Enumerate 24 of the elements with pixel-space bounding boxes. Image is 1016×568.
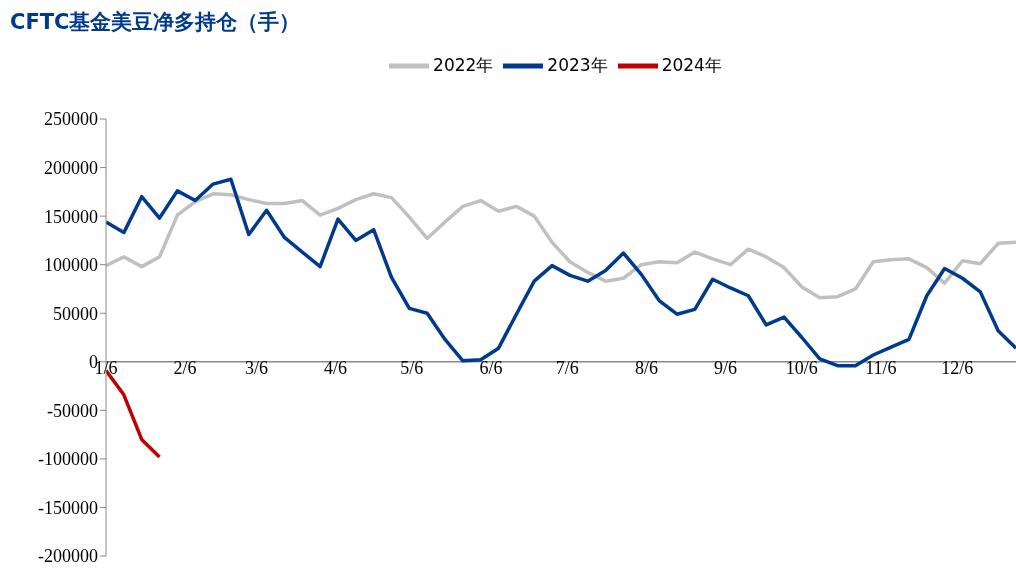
y-tick-label: -150000 bbox=[38, 497, 98, 518]
legend-label: 2022年 bbox=[433, 55, 494, 75]
x-tick-label: 12/6 bbox=[941, 358, 974, 378]
y-tick-label: -50000 bbox=[47, 400, 98, 421]
legend-label: 2024年 bbox=[661, 55, 722, 75]
y-tick-label: 100000 bbox=[44, 255, 98, 276]
y-tick-label: -100000 bbox=[38, 449, 98, 470]
y-tick-label: -200000 bbox=[38, 546, 98, 567]
x-tick-label: 2/6 bbox=[173, 358, 197, 378]
x-tick-label: 4/6 bbox=[323, 358, 347, 378]
y-tick-label: 250000 bbox=[44, 109, 98, 130]
x-tick-label: 3/6 bbox=[244, 358, 268, 378]
y-tick-label: 200000 bbox=[44, 157, 98, 178]
x-tick-label: 8/6 bbox=[634, 358, 658, 378]
chart-title: CFTC基金美豆净多持仓（手） bbox=[10, 9, 301, 36]
x-tick-label: 5/6 bbox=[400, 358, 424, 378]
y-tick-label: 150000 bbox=[44, 206, 98, 227]
x-tick-label: 6/6 bbox=[479, 358, 503, 378]
x-tick-label: 10/6 bbox=[785, 358, 818, 378]
legend-label: 2023年 bbox=[547, 55, 608, 75]
x-tick-label: 7/6 bbox=[555, 358, 579, 378]
x-tick-label: 9/6 bbox=[713, 358, 737, 378]
x-tick-label: 11/6 bbox=[865, 358, 897, 378]
y-tick-label: 50000 bbox=[53, 303, 98, 324]
